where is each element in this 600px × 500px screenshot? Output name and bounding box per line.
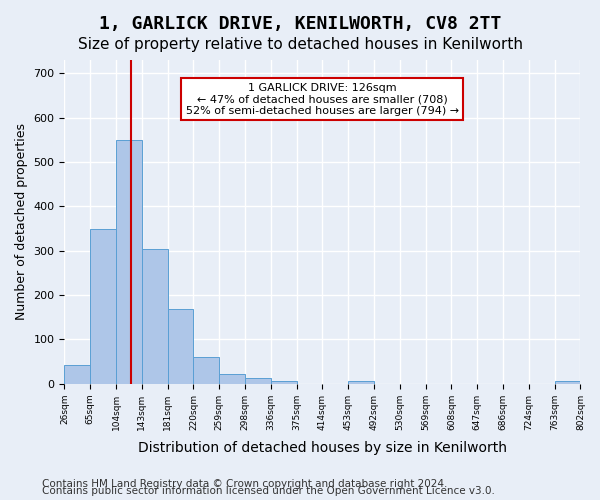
Bar	[245, 378, 271, 384]
Text: 1, GARLICK DRIVE, KENILWORTH, CV8 2TT: 1, GARLICK DRIVE, KENILWORTH, CV8 2TT	[99, 15, 501, 33]
Text: Contains HM Land Registry data © Crown copyright and database right 2024.: Contains HM Land Registry data © Crown c…	[42, 479, 448, 489]
Bar	[116, 140, 142, 384]
Text: Contains public sector information licensed under the Open Government Licence v3: Contains public sector information licen…	[42, 486, 495, 496]
Bar	[271, 380, 296, 384]
Text: 1 GARLICK DRIVE: 126sqm
← 47% of detached houses are smaller (708)
52% of semi-d: 1 GARLICK DRIVE: 126sqm ← 47% of detache…	[186, 82, 459, 116]
Bar	[142, 248, 167, 384]
Bar	[193, 357, 219, 384]
Bar	[64, 364, 90, 384]
Bar	[348, 380, 374, 384]
Text: Size of property relative to detached houses in Kenilworth: Size of property relative to detached ho…	[77, 38, 523, 52]
Bar	[90, 228, 116, 384]
Bar	[219, 374, 245, 384]
X-axis label: Distribution of detached houses by size in Kenilworth: Distribution of detached houses by size …	[138, 441, 507, 455]
Y-axis label: Number of detached properties: Number of detached properties	[15, 124, 28, 320]
Bar	[167, 310, 193, 384]
Bar	[554, 380, 580, 384]
